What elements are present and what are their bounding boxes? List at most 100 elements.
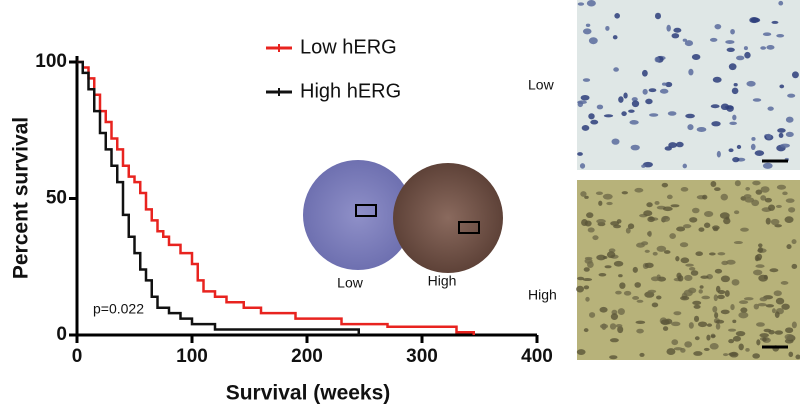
nucleus [758, 243, 763, 248]
nucleus [645, 98, 653, 105]
nucleus [724, 290, 730, 297]
nucleus [762, 162, 773, 169]
nucleus [606, 201, 613, 206]
nucleus [584, 195, 589, 199]
nucleus [763, 328, 772, 333]
nucleus [759, 333, 770, 338]
nucleus [634, 282, 641, 288]
nucleus [788, 207, 796, 213]
nucleus [613, 260, 624, 267]
nucleus [648, 88, 657, 93]
nucleus [675, 141, 684, 148]
nucleus [644, 249, 650, 253]
tma-core-high [393, 163, 503, 273]
nucleus [629, 120, 639, 125]
nucleus [712, 227, 719, 232]
nucleus [728, 338, 735, 344]
y-tick-label: 100 [35, 51, 67, 72]
nucleus [688, 322, 694, 329]
nucleus [665, 81, 673, 88]
nucleus [576, 349, 586, 355]
nucleus [623, 92, 628, 99]
nucleus [746, 80, 756, 87]
nucleus [714, 268, 723, 274]
nucleus [730, 304, 735, 311]
nucleus [699, 285, 704, 289]
nucleus [732, 335, 741, 342]
nucleus [743, 46, 748, 51]
nucleus [642, 69, 648, 77]
nucleus [644, 262, 654, 269]
nucleus [694, 336, 700, 341]
nucleus [710, 180, 717, 188]
nucleus [683, 224, 692, 229]
nucleus [703, 211, 714, 217]
nucleus [691, 207, 700, 214]
nucleus [582, 78, 591, 82]
nucleus [666, 194, 673, 200]
nucleus [716, 150, 721, 158]
legend-label: High hERG [300, 80, 401, 102]
nucleus [595, 191, 603, 195]
nucleus [780, 281, 789, 285]
x-tick-label: 200 [291, 346, 323, 367]
nucleus [734, 180, 741, 187]
nucleus [614, 13, 620, 19]
nucleus [751, 136, 756, 141]
nucleus [673, 311, 682, 316]
nucleus [714, 23, 722, 30]
nucleus [758, 274, 768, 282]
nucleus [715, 285, 721, 293]
nucleus [675, 256, 680, 262]
nucleus [713, 294, 718, 302]
nucleus [760, 195, 767, 201]
nucleus [785, 116, 794, 123]
nucleus [757, 303, 767, 307]
nucleus [577, 100, 587, 105]
nucleus [577, 152, 583, 156]
nucleus [700, 275, 709, 279]
nucleus [619, 282, 626, 289]
x-tick-label: 100 [176, 346, 208, 367]
nucleus [586, 212, 594, 219]
nucleus [577, 276, 585, 281]
nucleus [760, 46, 767, 50]
nucleus [750, 143, 756, 151]
cell-nuclei [576, 180, 800, 360]
nucleus [701, 295, 711, 300]
nucleus [676, 226, 686, 232]
nucleus [710, 104, 720, 109]
nucleus [709, 37, 718, 42]
nucleus [732, 114, 737, 121]
nucleus [671, 321, 681, 327]
nucleus [738, 311, 749, 319]
micrograph-low [577, 0, 800, 170]
nucleus [606, 251, 616, 259]
nucleus [643, 210, 653, 217]
nucleus [688, 68, 694, 76]
nucleus [726, 47, 735, 52]
nucleus [729, 121, 737, 126]
nucleus [752, 98, 762, 102]
nucleus [778, 132, 784, 138]
x-tick-label: 300 [406, 346, 438, 367]
nucleus [584, 256, 593, 260]
nucleus [775, 297, 785, 305]
nucleus [617, 308, 625, 316]
nucleus [615, 324, 623, 328]
nucleus [636, 328, 644, 334]
nucleus [682, 163, 688, 169]
nucleus [781, 303, 790, 310]
nucleus [766, 45, 775, 50]
nucleus [760, 186, 770, 193]
tma-label: High [428, 273, 457, 289]
nucleus [791, 71, 799, 79]
nucleus [647, 289, 657, 294]
nucleus [646, 202, 653, 208]
nucleus [778, 0, 784, 6]
nucleus [662, 206, 673, 212]
nucleus [740, 307, 748, 313]
nucleus [712, 76, 722, 83]
nucleus [649, 113, 659, 117]
nucleus [642, 161, 653, 168]
